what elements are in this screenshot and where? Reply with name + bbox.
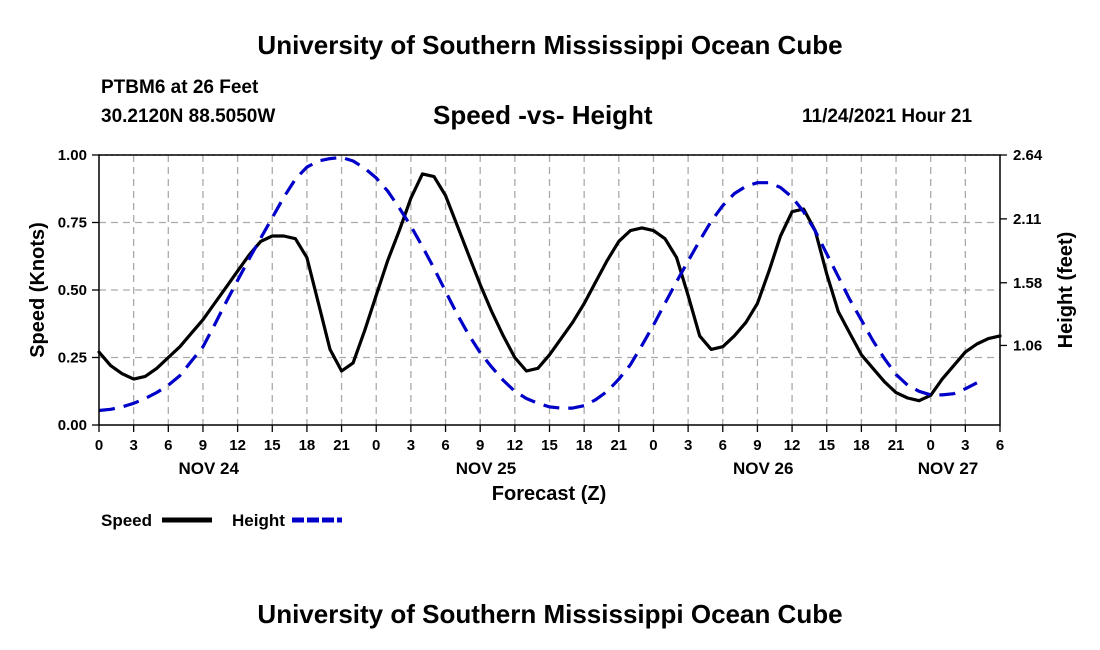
x-tick-label: 18 bbox=[576, 437, 593, 454]
y-axis-title: Speed (Knots) bbox=[27, 222, 49, 358]
chart-gridlines bbox=[99, 154, 1000, 425]
x-tick-label: 18 bbox=[853, 437, 870, 454]
chart-axes: 0 3 6 9 12 15 18 21 0 3 6 9 12 15 18 21 0 3 6 9 12 15 18 21 0 3 6 0… bbox=[58, 147, 1043, 478]
x-tick-label: 15 bbox=[541, 437, 558, 454]
x-tick-label: 3 bbox=[961, 437, 969, 454]
x-tick-label: 9 bbox=[753, 437, 761, 454]
y2-tick-label: 2.11 bbox=[1013, 211, 1041, 228]
x-tick-label: 21 bbox=[333, 437, 350, 454]
date-label: NOV 24 bbox=[178, 459, 239, 478]
y-tick-label: 0.00 bbox=[58, 417, 87, 434]
x-tick-label: 0 bbox=[927, 437, 935, 454]
x-tick-label: 0 bbox=[95, 437, 103, 454]
y2-axis-title: Height (feet) bbox=[1055, 232, 1077, 349]
station-label: PTBM6 at 26 Feet bbox=[101, 77, 259, 98]
x-tick-label: 9 bbox=[199, 437, 207, 454]
x-tick-label: 6 bbox=[996, 437, 1004, 454]
legend-height-label: Height bbox=[232, 511, 285, 530]
x-tick-label: 18 bbox=[299, 437, 316, 454]
y2-tick-label: 2.64 bbox=[1013, 147, 1043, 164]
date-label: NOV 27 bbox=[918, 459, 978, 478]
x-tick-label: 6 bbox=[441, 437, 449, 454]
series-line-speed bbox=[97, 172, 1002, 403]
x-tick-label: 12 bbox=[229, 437, 246, 454]
legend-speed-label: Speed bbox=[101, 511, 152, 530]
x-tick-label: 21 bbox=[610, 437, 627, 454]
chart-legend: Speed Height bbox=[101, 511, 342, 530]
forecast-timestamp: 11/24/2021 Hour 21 bbox=[802, 106, 973, 127]
x-tick-label: 3 bbox=[407, 437, 415, 454]
series-line-height bbox=[98, 155, 978, 413]
y-tick-label: 1.00 bbox=[58, 147, 87, 164]
footer-title: University of Southern Mississippi Ocean… bbox=[257, 599, 843, 629]
y-tick-label: 0.75 bbox=[58, 215, 87, 232]
x-axis-title: Forecast (Z) bbox=[492, 483, 606, 505]
x-tick-label: 0 bbox=[649, 437, 657, 454]
chart-title: Speed -vs- Height bbox=[433, 100, 653, 130]
station-coordinates: 30.2120N 88.5050W bbox=[101, 106, 276, 127]
x-tick-label: 3 bbox=[129, 437, 137, 454]
x-tick-label: 12 bbox=[784, 437, 801, 454]
x-tick-label: 15 bbox=[264, 437, 281, 454]
x-tick-label: 9 bbox=[476, 437, 484, 454]
x-tick-label: 12 bbox=[507, 437, 524, 454]
x-tick-label: 21 bbox=[888, 437, 905, 454]
page-title: University of Southern Mississippi Ocean… bbox=[257, 30, 843, 60]
y-tick-label: 0.50 bbox=[58, 282, 87, 299]
y2-tick-label: 1.58 bbox=[1013, 275, 1042, 292]
x-tick-label: 6 bbox=[164, 437, 172, 454]
x-tick-label: 3 bbox=[684, 437, 692, 454]
y-tick-label: 0.25 bbox=[58, 350, 87, 367]
y2-tick-label: 1.06 bbox=[1013, 337, 1042, 354]
x-tick-label: 15 bbox=[818, 437, 835, 454]
date-label: NOV 26 bbox=[733, 459, 793, 478]
x-tick-label: 6 bbox=[719, 437, 727, 454]
date-label: NOV 25 bbox=[456, 459, 516, 478]
x-tick-label: 0 bbox=[372, 437, 380, 454]
chart-series bbox=[97, 155, 1002, 413]
